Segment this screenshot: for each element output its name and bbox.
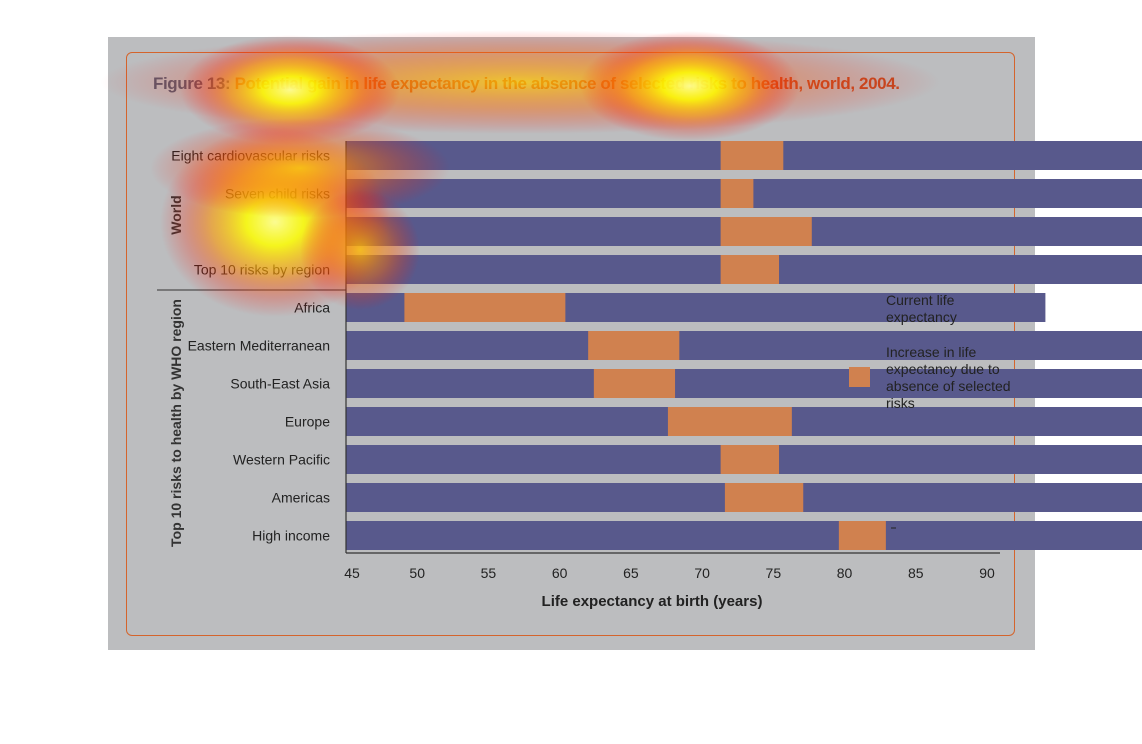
category-label-3: Top 10 risks by region bbox=[194, 262, 330, 278]
bar-current-10 bbox=[346, 521, 1142, 550]
category-labels: Eight cardiovascular risks Seven child ri… bbox=[171, 148, 330, 544]
category-label-1: Seven child risks bbox=[225, 186, 330, 202]
group-label-world: World bbox=[168, 195, 184, 234]
legend-swatch-current bbox=[849, 298, 870, 318]
bar-increase-1 bbox=[720, 179, 754, 208]
bar-increase-8 bbox=[720, 445, 780, 474]
x-tick-label-75: 75 bbox=[766, 565, 782, 581]
x-tick-label-65: 65 bbox=[623, 565, 639, 581]
legend-label-current: Current life expectancy bbox=[886, 292, 958, 325]
x-tick-label-50: 50 bbox=[409, 565, 425, 581]
category-label-9: Americas bbox=[272, 490, 330, 506]
category-label-7: Europe bbox=[285, 414, 330, 430]
category-label-8: Western Pacific bbox=[233, 452, 330, 468]
category-label-10: High income bbox=[252, 528, 330, 544]
category-label-0: Eight cardiovascular risks bbox=[171, 148, 330, 164]
bar-current-5 bbox=[346, 331, 1142, 360]
bar-increase-5 bbox=[588, 331, 680, 360]
legend-label-increase: Increase in life expectancy due to absen… bbox=[886, 344, 1014, 411]
bar-increase-3 bbox=[720, 255, 780, 284]
category-label-5: Eastern Mediterranean bbox=[188, 338, 330, 354]
legend-swatch-increase bbox=[849, 367, 870, 387]
x-tick-label-90: 90 bbox=[979, 565, 995, 581]
x-tick-label-80: 80 bbox=[837, 565, 853, 581]
category-label-4: Africa bbox=[294, 300, 330, 316]
bar-increase-6 bbox=[593, 369, 676, 398]
x-tick-label-55: 55 bbox=[481, 565, 497, 581]
bar-increase-4 bbox=[404, 293, 566, 322]
legend: Current life expectancy Increase in life… bbox=[849, 292, 1014, 411]
bar-increase-2 bbox=[720, 217, 812, 246]
bar-increase-0 bbox=[720, 141, 784, 170]
x-axis-label: Life expectancy at birth (years) bbox=[542, 593, 763, 610]
bars-layer bbox=[346, 141, 1142, 550]
x-tick-label-45: 45 bbox=[344, 565, 360, 581]
bar-increase-7 bbox=[667, 407, 792, 436]
x-tick-label-85: 85 bbox=[908, 565, 924, 581]
bar-increase-10 bbox=[838, 521, 886, 550]
x-tick-label-60: 60 bbox=[552, 565, 568, 581]
group-label-region: Top 10 risks to health by WHO region bbox=[168, 299, 184, 547]
category-label-6: South-East Asia bbox=[230, 376, 330, 392]
bar-increase-9 bbox=[724, 483, 804, 512]
bar-current-6 bbox=[346, 369, 1142, 398]
x-axis: 45 50 55 60 65 70 75 80 85 90 bbox=[344, 141, 1000, 581]
x-tick-label-70: 70 bbox=[694, 565, 710, 581]
